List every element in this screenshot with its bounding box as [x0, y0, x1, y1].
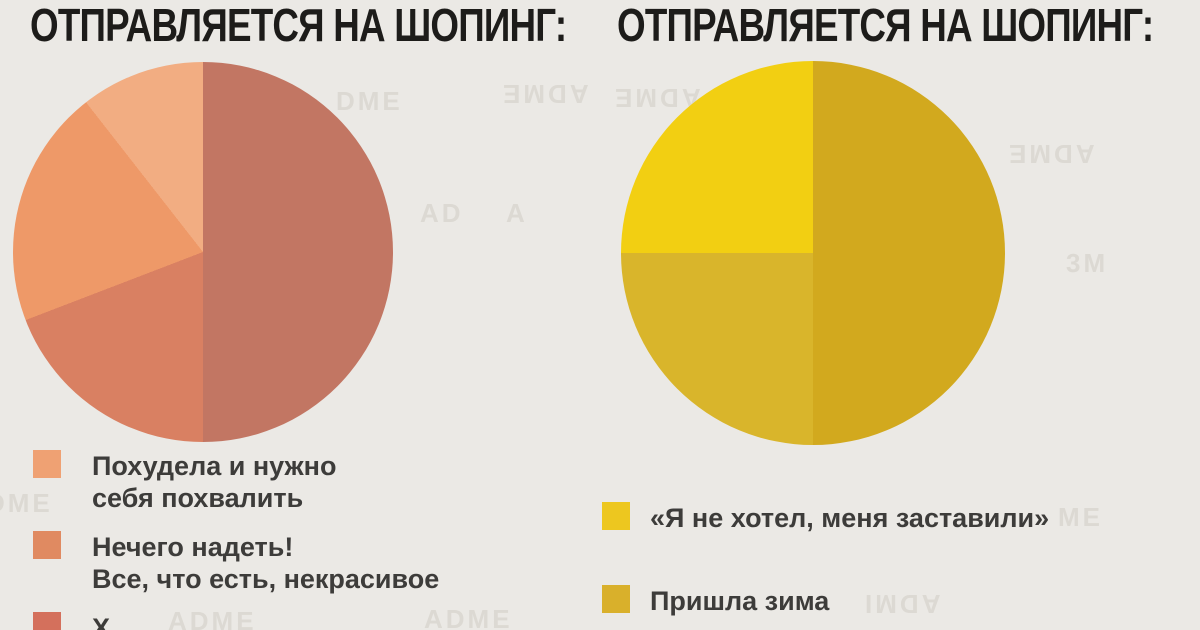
- legend-swatch: [602, 502, 630, 530]
- watermark-text: ADME: [424, 604, 513, 630]
- legend-item: Похудела и нужно себя похвалить: [33, 450, 439, 514]
- watermark-text: ME: [1058, 502, 1103, 532]
- legend-item: Х…: [33, 612, 439, 630]
- watermark-text: DME: [336, 86, 403, 116]
- legend-swatch: [33, 612, 61, 630]
- legend-label: Нечего надеть! Все, что есть, некрасивое: [92, 532, 440, 594]
- watermark-text: 3M: [1066, 248, 1109, 278]
- pie-chart-left: [13, 62, 393, 442]
- chart-title-right: ОТПРАВЛЯЕТСЯ НА ШОПИНГ:: [617, 0, 1154, 51]
- legend-swatch: [602, 585, 630, 613]
- legend-swatch: [33, 531, 61, 559]
- legend-item: «Я не хотел, меня заставили»: [602, 502, 1049, 534]
- legend-left: Похудела и нужно себя похвалить Нечего над…: [33, 450, 439, 630]
- legend-label: Пришла зима: [650, 586, 830, 616]
- chart-title-left: ОТПРАВЛЯЕТСЯ НА ШОПИНГ:: [30, 0, 567, 51]
- pie-chart-right: [621, 61, 1005, 445]
- legend-label: Х…: [92, 613, 138, 630]
- legend-item: Пришла зима: [602, 585, 1049, 617]
- watermark-text: ADME: [168, 606, 257, 630]
- watermark-text: A: [506, 198, 528, 228]
- legend-label: «Я не хотел, меня заставили»: [650, 503, 1050, 533]
- watermark-text: AD: [420, 198, 464, 228]
- watermark-text: DME: [0, 488, 53, 518]
- legend-label: Похудела и нужно себя похвалить: [92, 451, 337, 513]
- watermark-text: ADME: [500, 79, 589, 109]
- watermark-text: ADME: [1006, 139, 1095, 169]
- legend-swatch: [33, 450, 61, 478]
- legend-item: Нечего надеть! Все, что есть, некрасивое: [33, 531, 439, 595]
- legend-right: «Я не хотел, меня заставили» Пришла зима: [602, 502, 1049, 630]
